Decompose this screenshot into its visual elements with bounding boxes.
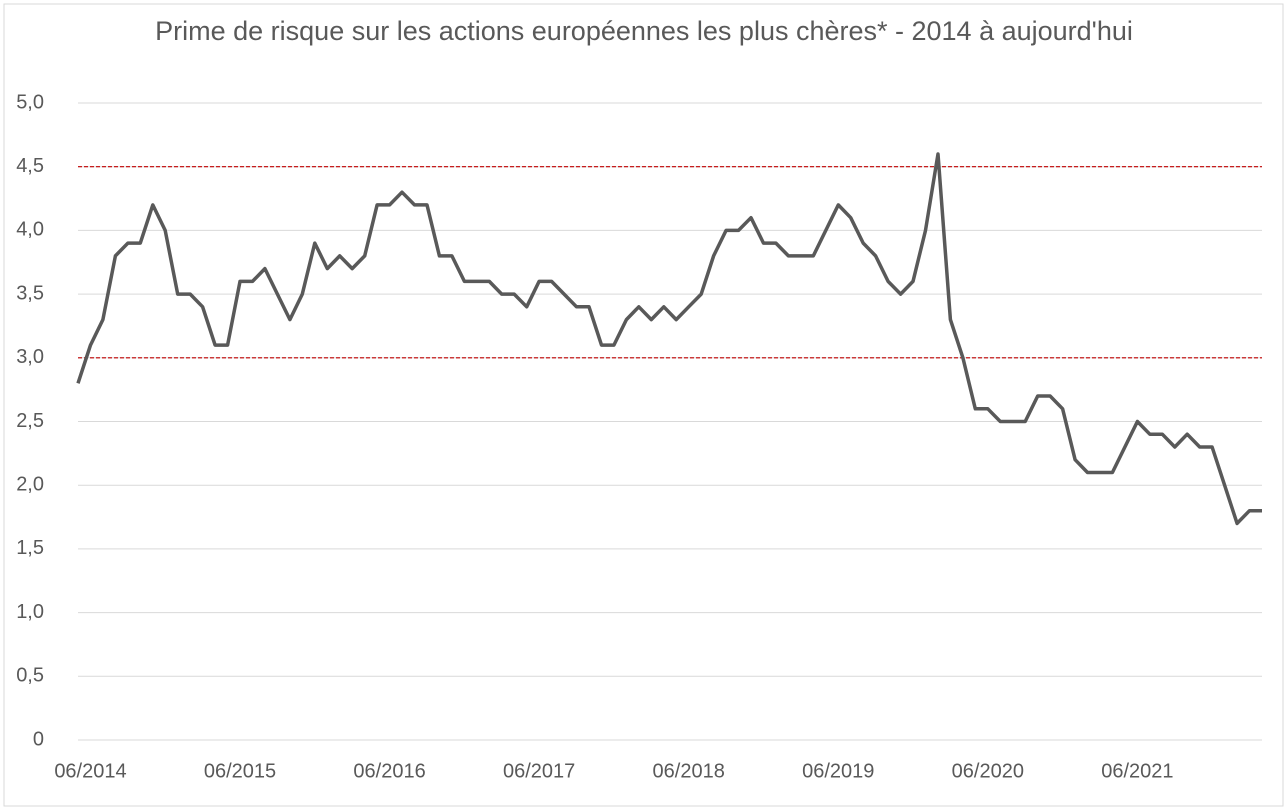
y-tick-label: 2,5	[16, 410, 44, 432]
y-tick-label: 4,0	[16, 219, 44, 241]
chart-border	[3, 3, 1284, 807]
x-tick-label: 06/2020	[952, 760, 1024, 782]
x-tick-label: 06/2015	[204, 760, 276, 782]
y-tick-label: 1,0	[16, 601, 44, 623]
data-line	[76, 152, 1262, 526]
y-tick-label: 1,5	[16, 537, 44, 559]
y-tick-label: 3,0	[16, 346, 44, 368]
x-tick-label: 06/2021	[1101, 760, 1173, 782]
x-tick-label: 06/2018	[653, 760, 725, 782]
y-tick-label: 2,0	[16, 473, 44, 495]
y-tick-label: 4,5	[16, 155, 44, 177]
x-tick-label: 06/2019	[802, 760, 874, 782]
y-tick-label: 5,0	[16, 91, 44, 113]
x-tick-label: 06/2017	[503, 760, 575, 782]
x-tick-label: 06/2014	[54, 760, 126, 782]
chart-title: Prime de risque sur les actions européen…	[155, 16, 1133, 46]
x-tick-label: 06/2016	[353, 760, 425, 782]
y-tick-label: 0,5	[16, 665, 44, 687]
y-tick-label: 3,5	[16, 282, 44, 304]
y-tick-label: 0	[33, 728, 44, 750]
